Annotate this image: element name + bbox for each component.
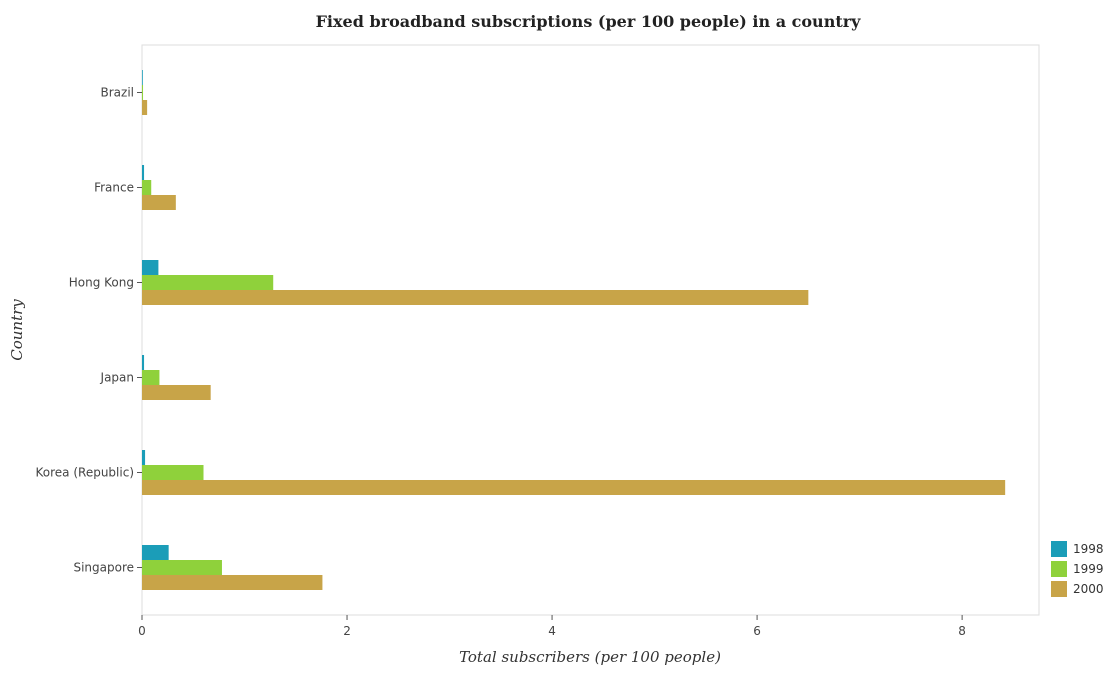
bar-1999-japan [142,370,160,385]
x-axis-label: Total subscribers (per 100 people) [459,648,721,666]
bar-2000-brazil [142,100,148,115]
bar-1998-korea-republic- [142,450,146,465]
bar-2000-singapore [142,575,323,590]
y-tick-label: Brazil [101,86,135,100]
legend-swatch-2000 [1051,581,1067,597]
legend: 1998 1999 2000 [1051,541,1104,597]
legend-label-1999: 1999 [1073,562,1104,576]
bar-1998-japan [142,355,145,370]
bar-1999-singapore [142,560,222,575]
bar-2000-korea-republic- [142,480,1006,495]
bar-1998-france [142,165,145,180]
bar-1999-hong-kong [142,275,274,290]
bar-1998-brazil [142,70,143,85]
bar-2000-japan [142,385,211,400]
y-tick-label: Singapore [73,561,134,575]
legend-swatch-1998 [1051,541,1067,557]
bar-2000-france [142,195,176,210]
x-tick-group: 0 2 4 6 8 [138,615,966,638]
y-axis-label: Country [8,299,26,361]
bar-1999-france [142,180,152,195]
y-tick-label: Korea (Republic) [36,466,134,480]
x-tick-label: 0 [138,624,146,638]
legend-label-2000: 2000 [1073,582,1104,596]
chart-title: Fixed broadband subscriptions (per 100 p… [316,12,862,31]
bars-group [142,70,1006,590]
y-tick-label: France [94,181,134,195]
x-tick-label: 6 [753,624,761,638]
plot-frame [141,44,1040,616]
y-tick-label: Japan [100,371,134,385]
bar-1998-hong-kong [142,260,159,275]
x-tick-label: 2 [343,624,351,638]
legend-label-1998: 1998 [1073,542,1104,556]
bar-2000-hong-kong [142,290,809,305]
x-tick-label: 4 [548,624,556,638]
legend-swatch-1999 [1051,561,1067,577]
bar-1998-singapore [142,545,169,560]
x-tick-label: 8 [958,624,966,638]
bar-1999-brazil [142,85,144,100]
y-tick-group: Brazil France Hong Kong Japan Korea (Republi… [36,86,142,575]
y-tick-label: Hong Kong [69,276,134,290]
bar-1999-korea-republic- [142,465,204,480]
